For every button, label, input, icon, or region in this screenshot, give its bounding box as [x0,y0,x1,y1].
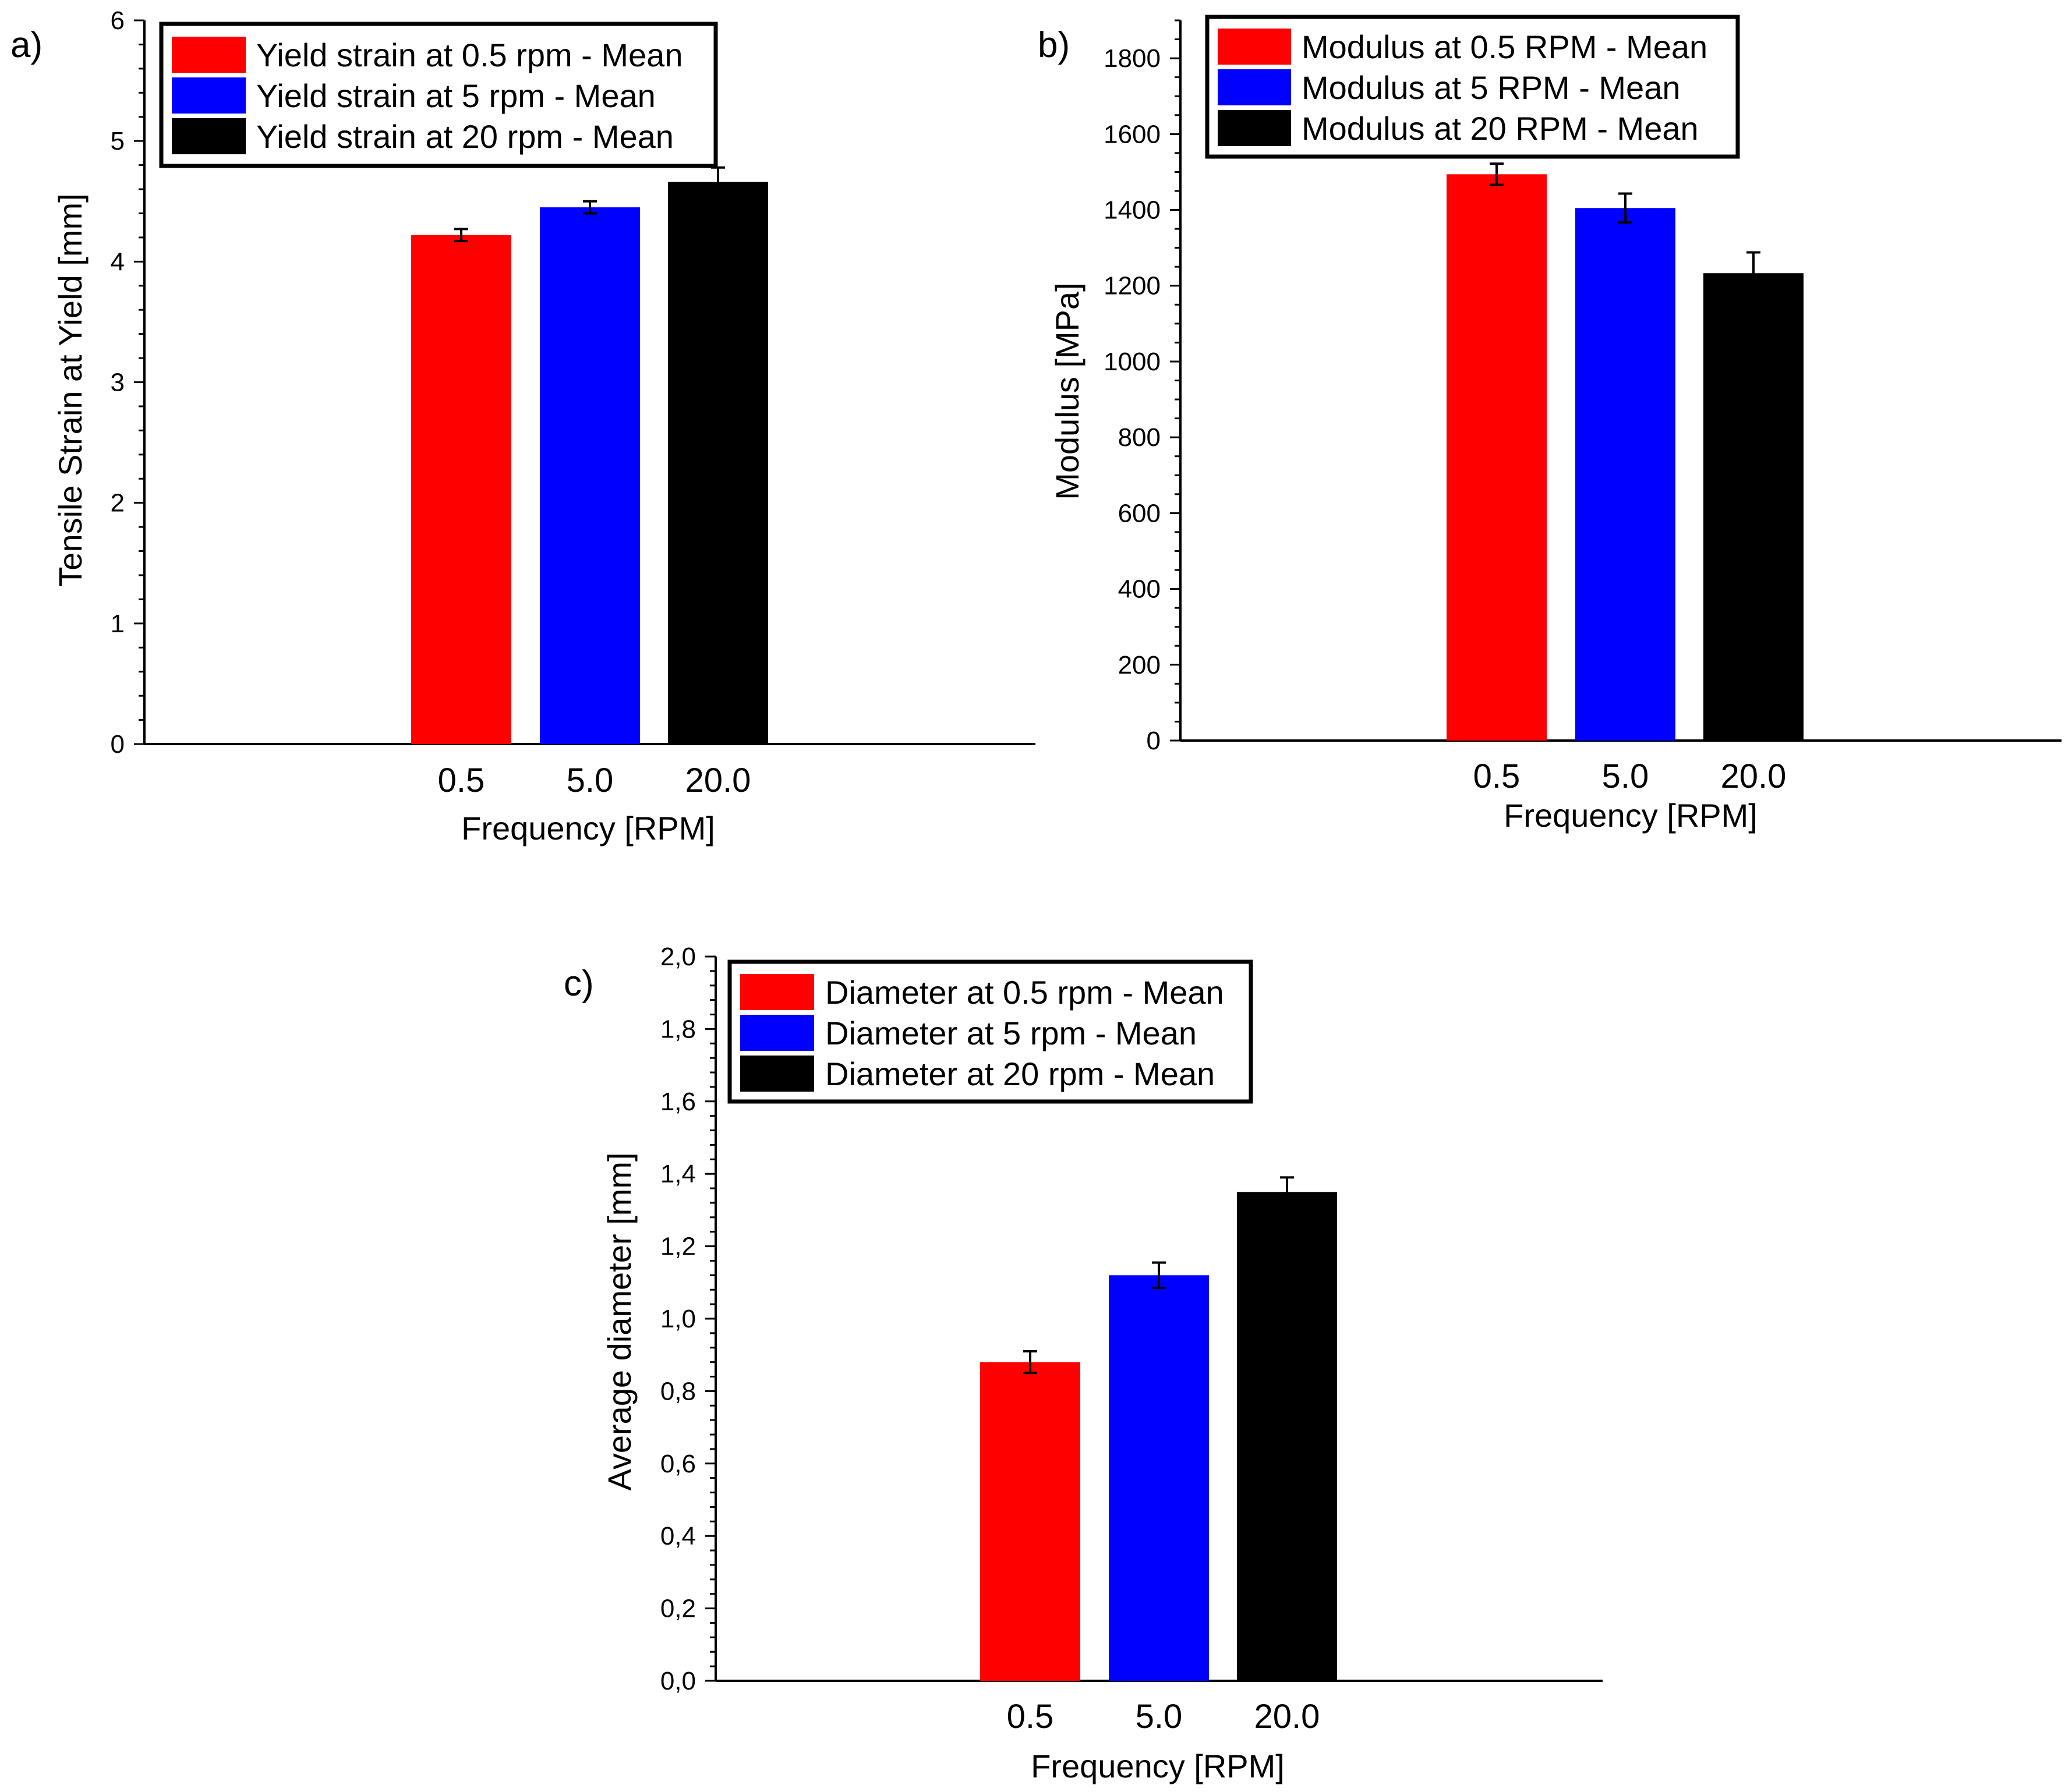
panel-c-bars [980,1176,1337,1681]
panel-c-legend: Diameter at 0.5 rpm - Mean Diameter at 5 … [727,959,1253,1104]
panel-a-legend: Yield strain at 0.5 rpm - Mean Yield stra… [159,22,718,168]
panel-c-y-tick-label: 0,4 [660,1522,696,1550]
panel-b-legend-swatch [1218,29,1291,65]
panel-b-y-tick-label: 600 [1118,499,1161,527]
panel-b-legend-entry: Modulus at 20 RPM - Mean [1302,110,1699,147]
panel-b-error-bar-20-0 [1746,251,1760,296]
panel-b-y-tick-label: 800 [1118,423,1161,452]
panel-a-legend-box [159,22,718,168]
panel-c-y-tick-label: 1,0 [660,1305,696,1333]
panel-b-bars [1447,162,1804,741]
panel-b-y-tick-label: 1800 [1104,44,1161,73]
panel-b-modulus-chart: b) 0 200 400 600 800 1000 1200 1400 1600 1800 0.5 5… [1038,15,2062,834]
panel-c-bar-20-0 [1237,1192,1337,1681]
panel-c-legend-entry: Diameter at 5 rpm - Mean [825,1015,1197,1051]
panel-b-bar-20-0 [1703,273,1804,741]
panel-c-axes: 0,0 0,2 0,4 0,6 0,8 1,0 1,2 1,4 1,6 1,8 2,0 0.5 5.0 2… [660,943,1603,1736]
panel-a-y-tick-label: 4 [111,247,125,276]
panel-c-y-tick-label: 0,0 [660,1667,696,1695]
panel-a-legend-entry: Yield strain at 0.5 rpm - Mean [256,37,683,73]
panel-a-y-tick-label: 1 [111,610,125,638]
panel-a-bar-5-0 [540,207,640,744]
panel-a-y-tick-label: 2 [111,489,125,518]
panel-b-legend-box [1205,15,1740,159]
panel-a-legend-swatch [172,118,246,154]
panel-c-bar-5-0 [1109,1275,1209,1681]
panel-c-y-tick-label: 1,2 [660,1233,696,1261]
panel-a-legend-swatch [172,37,246,73]
panel-a-y-axis-title: Tensile Strain at Yield [mm] [52,193,89,586]
panel-c-error-bar-0-5 [1023,1350,1037,1375]
panel-c-y-tick-label: 1,4 [660,1160,696,1188]
panel-c-y-tick-label: 1,8 [660,1015,696,1043]
panel-c-y-tick-label: 1,6 [660,1088,696,1116]
panel-a-x-tick-label: 20.0 [685,762,751,799]
panel-b-x-tick-label: 20.0 [1721,757,1787,795]
panel-a-x-tick-label: 0.5 [438,762,485,799]
panel-b-error-bar-0-5 [1490,162,1504,186]
panel-c-diameter-chart: c) 0,0 0,2 0,4 0,6 0,8 1,0 1,2 1,4 1,6 1,8 2,0 0.5 5… [564,943,1603,1784]
panel-b-legend-swatch [1218,110,1291,146]
panel-c-y-tick-label: 0,6 [660,1450,696,1478]
panel-b-y-tick-label: 1400 [1104,196,1161,225]
panel-a-legend-entry: Yield strain at 5 rpm - Mean [256,77,656,114]
panel-c-x-axis-title: Frequency [RPM] [1031,1748,1285,1784]
panel-b-y-tick-label: 1000 [1104,348,1161,376]
panel-b-x-tick-label: 0.5 [1473,757,1521,795]
panel-b-label: b) [1038,25,1070,65]
panel-a-bars [411,166,768,744]
panel-b-x-axis-title: Frequency [RPM] [1504,797,1758,834]
panel-c-x-tick-label: 5.0 [1136,1698,1183,1736]
panel-c-legend-entry: Diameter at 0.5 rpm - Mean [825,974,1224,1011]
panel-a-axes: 0 1 2 3 4 5 6 0.5 5.0 20.0 [111,6,1035,799]
panel-a-error-bar-0-5 [454,228,468,243]
panel-b-legend-entry: Modulus at 0.5 RPM - Mean [1302,29,1707,65]
panel-b-y-tick-label: 1200 [1104,272,1161,300]
panel-a-error-bar-5-0 [583,200,597,215]
panel-b-axes: 0 200 400 600 800 1000 1200 1400 1600 1800 0.5 5.0 2… [1104,19,2062,795]
panel-c-legend-entry: Diameter at 20 rpm - Mean [825,1056,1215,1092]
panel-c-x-tick-label: 0.5 [1007,1698,1054,1736]
panel-b-bar-5-0 [1575,208,1675,741]
panel-b-y-axis-title: Modulus [MPa] [1049,282,1085,500]
panel-c-error-bar-5-0 [1152,1261,1166,1290]
panel-b-bar-0-5 [1447,174,1547,741]
panel-c-legend-box [727,959,1253,1104]
panel-a-yield-strain-chart: a) 0 1 2 3 4 5 6 0.5 5.0 20.0 Yield strain at 0.5… [10,6,1035,847]
panel-a-x-axis-title: Frequency [RPM] [461,810,715,847]
panel-a-y-tick-label: 0 [111,730,125,759]
panel-c-legend-swatch [740,1056,814,1092]
panel-a-bar-20-0 [668,182,768,744]
panel-c-error-bar-20-0 [1280,1176,1294,1208]
panel-b-y-tick-label: 1600 [1104,120,1161,148]
panel-c-y-axis-title: Average diameter [mm] [601,1153,638,1491]
panel-a-label: a) [10,25,43,65]
panel-b-x-tick-label: 5.0 [1602,757,1649,795]
panel-c-legend-swatch [740,974,814,1010]
panel-a-y-tick-label: 6 [111,6,125,35]
panel-b-y-tick-label: 200 [1118,651,1161,679]
panel-b-y-tick-label: 400 [1118,575,1161,604]
panel-a-x-tick-label: 5.0 [567,762,614,799]
panel-b-legend: Modulus at 0.5 RPM - Mean Modulus at 5 RP… [1205,15,1740,159]
panel-c-bar-0-5 [980,1362,1080,1681]
panel-c-x-tick-label: 20.0 [1254,1698,1320,1736]
panel-c-y-tick-label: 0,8 [660,1377,696,1405]
panel-b-y-tick-label: 0 [1147,727,1161,755]
panel-b-legend-swatch [1218,69,1291,105]
panel-b-legend-entry: Modulus at 5 RPM - Mean [1302,69,1680,106]
panel-c-y-tick-label: 2,0 [660,943,696,971]
panel-c-y-tick-label: 0,2 [660,1595,696,1623]
panel-a-legend-entry: Yield strain at 20 rpm - Mean [256,118,674,155]
panel-a-y-tick-label: 5 [111,127,125,155]
panel-c-label: c) [564,964,594,1004]
panel-a-y-tick-label: 3 [111,369,125,397]
panel-a-bar-0-5 [411,235,511,744]
panel-c-legend-swatch [740,1015,814,1051]
panel-b-error-bar-5-0 [1618,192,1632,224]
panel-a-legend-swatch [172,77,246,114]
